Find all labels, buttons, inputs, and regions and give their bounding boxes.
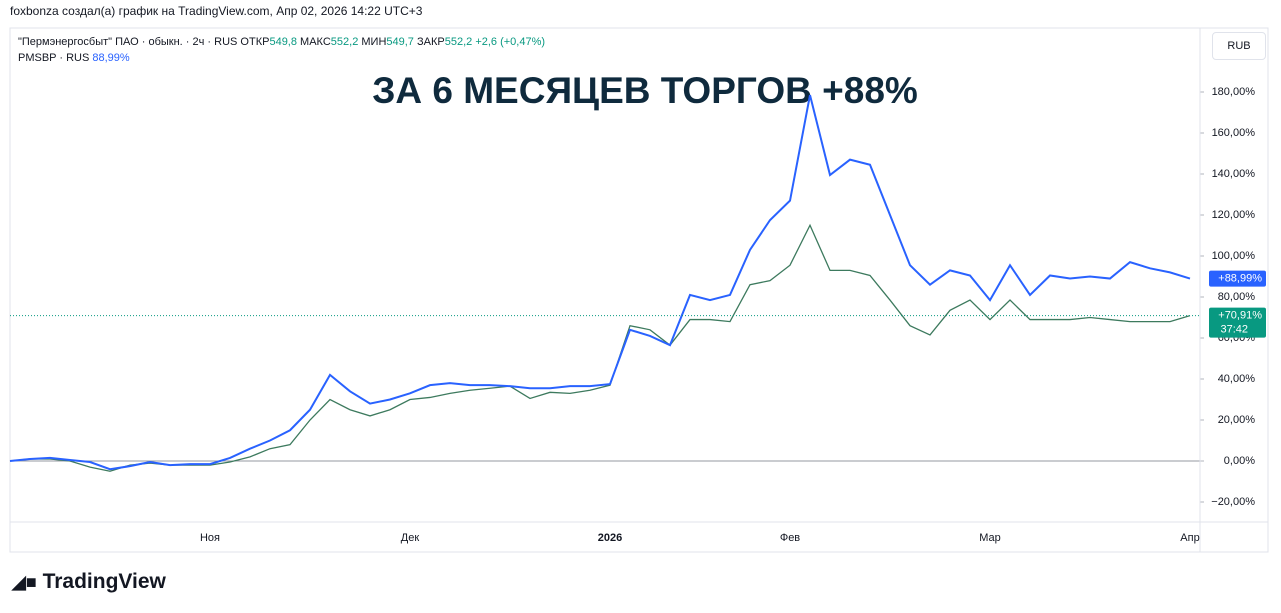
y-tick-label: 20,00% (1218, 414, 1256, 426)
currency-button[interactable]: RUB (1212, 32, 1266, 60)
x-tick-label: Ноя (200, 532, 220, 544)
legend-value: 549,7 (386, 36, 414, 48)
legend-label: ОТКР (240, 36, 270, 48)
y-tick-label: 140,00% (1212, 168, 1256, 180)
legend-value: 552,2 (330, 36, 359, 48)
y-tick-label: 60,00% (1218, 332, 1256, 344)
y-tick-label: 80,00% (1218, 291, 1256, 303)
chart-frame (9, 27, 1269, 553)
legend-value: 88,99% (92, 52, 130, 64)
legend-value: 552,2 (444, 36, 473, 48)
y-tick-label: 120,00% (1212, 209, 1256, 221)
y-tick-label: 40,00% (1218, 373, 1256, 385)
main-legend: "Пермэнергосбыт" ПАО · обыкн. · 2ч · RUS… (18, 36, 545, 48)
x-tick-label: Фев (780, 532, 800, 544)
compare-legend: PMSBP · RUS 88,99% (18, 52, 130, 64)
logo: ◢■ TradingView (12, 570, 166, 593)
x-tick-label: Апр (1180, 532, 1199, 544)
countdown: 37:42 (1220, 324, 1248, 336)
y-tick-label: −20,00% (1211, 496, 1255, 508)
y-tick-label: 0,00% (1224, 455, 1255, 467)
series-line (9, 223, 1191, 472)
price-badge (1209, 270, 1266, 287)
legend-value: 549,8 (269, 36, 297, 48)
x-tick-label: Мар (979, 532, 1001, 544)
legend-title: "Пермэнергосбыт" ПАО · обыкн. · 2ч · RUS (18, 36, 238, 48)
annotation: ЗА 6 МЕСЯЦЕВ ТОРГОВ +88% (372, 70, 918, 111)
price-badge (1209, 307, 1266, 338)
legend-title: PMSBP · RUS (18, 52, 90, 64)
x-tick-label: Дек (401, 532, 420, 544)
legend-label: МАКС (300, 36, 331, 48)
price-badge-label: +70,91% (1218, 310, 1262, 322)
legend-label: ЗАКР (416, 36, 445, 48)
legend-change: +2,6 (+0,47%) (475, 36, 546, 48)
attribution: foxbonza создал(а) график на TradingView… (10, 4, 423, 18)
y-tick-label: 180,00% (1212, 86, 1256, 98)
legend-label: МИН (361, 36, 387, 48)
y-tick-label: 100,00% (1212, 250, 1256, 262)
price-badge-label: +88,99% (1218, 272, 1262, 284)
x-tick-label: 2026 (598, 532, 622, 544)
series-line (9, 94, 1191, 471)
y-tick-label: 160,00% (1212, 127, 1256, 139)
logo-text: TradingView (42, 570, 166, 593)
